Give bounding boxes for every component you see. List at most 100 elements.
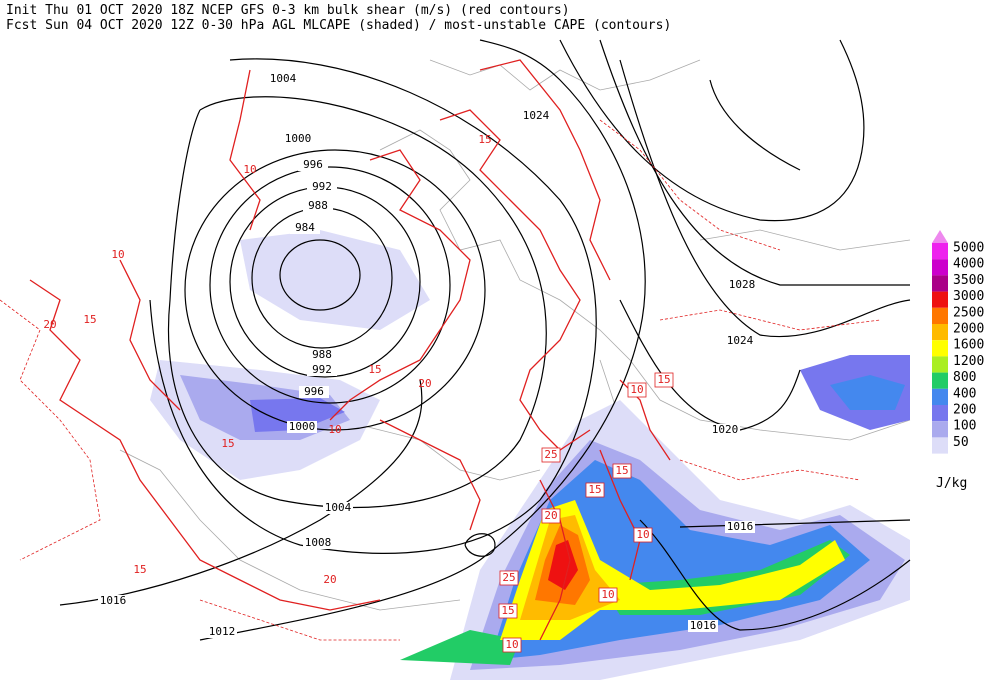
shear-label: 20 bbox=[43, 318, 56, 331]
label-bg bbox=[299, 386, 329, 398]
legend-arrow bbox=[932, 230, 948, 243]
label-bg bbox=[303, 537, 333, 549]
shear-contour bbox=[0, 119, 881, 641]
label-bg bbox=[521, 110, 551, 122]
legend-label: 3000 bbox=[953, 289, 984, 304]
isobar bbox=[199, 39, 646, 641]
legend-label: 4000 bbox=[953, 257, 984, 272]
legend-swatch bbox=[932, 372, 948, 389]
isobar bbox=[209, 166, 451, 404]
isobar bbox=[184, 149, 486, 431]
cape-shading bbox=[548, 540, 578, 590]
isobar bbox=[619, 59, 911, 338]
label-bg bbox=[307, 349, 337, 361]
shear-label: 15 bbox=[501, 604, 514, 617]
shear-label: 10 bbox=[630, 383, 643, 396]
isobar-label: 1004 bbox=[270, 72, 297, 85]
label-box bbox=[498, 603, 518, 619]
label-box bbox=[499, 570, 519, 586]
isobar-label: 1004 bbox=[325, 501, 352, 514]
legend-swatch bbox=[932, 291, 948, 308]
shear-label: 10 bbox=[601, 588, 614, 601]
label-box bbox=[541, 447, 561, 463]
cape-shading bbox=[250, 398, 345, 432]
isobar-label: 1024 bbox=[727, 334, 754, 347]
legend-label: 400 bbox=[953, 386, 976, 401]
isobar bbox=[559, 39, 865, 222]
legend-label: 50 bbox=[953, 435, 969, 450]
label-box bbox=[598, 587, 618, 603]
label-box bbox=[654, 372, 674, 388]
isobar-label: 1016 bbox=[690, 619, 717, 632]
legend-label: 800 bbox=[953, 370, 976, 385]
legend-swatch bbox=[932, 275, 948, 292]
cape-shading bbox=[240, 230, 430, 330]
shear-label: 15 bbox=[657, 373, 670, 386]
legend-swatch bbox=[932, 259, 948, 276]
label-bg bbox=[710, 424, 740, 436]
label-bg bbox=[303, 200, 333, 212]
isobar-label: 992 bbox=[312, 363, 332, 376]
shear-label: 10 bbox=[111, 248, 124, 261]
shear-contour bbox=[439, 109, 591, 451]
label-box bbox=[585, 482, 605, 498]
shear-label: 25 bbox=[544, 448, 557, 461]
label-bg bbox=[688, 620, 718, 632]
legend-swatch bbox=[932, 243, 948, 260]
legend-label: 1200 bbox=[953, 354, 984, 369]
isobar-label: 1016 bbox=[727, 520, 754, 533]
label-bg bbox=[725, 335, 755, 347]
label-bg bbox=[98, 595, 128, 607]
legend-swatch bbox=[932, 307, 948, 324]
label-box bbox=[502, 637, 522, 653]
legend-swatch bbox=[932, 356, 948, 373]
shear-label: 15 bbox=[133, 563, 146, 576]
isobar-label: 988 bbox=[312, 348, 332, 361]
label-bg bbox=[283, 133, 313, 145]
isobar-label: 1024 bbox=[523, 109, 550, 122]
label-bg bbox=[725, 521, 755, 533]
header-line: Init Thu 01 OCT 2020 18Z NCEP GFS 0-3 km… bbox=[6, 3, 570, 18]
shear-label: 15 bbox=[368, 363, 381, 376]
shear-label: 20 bbox=[323, 573, 336, 586]
isobar bbox=[599, 39, 910, 286]
isobar bbox=[639, 79, 911, 631]
label-bg bbox=[307, 181, 337, 193]
isobar-label: 1000 bbox=[285, 132, 312, 145]
legend-label: 200 bbox=[953, 403, 976, 418]
legend-label: 2000 bbox=[953, 322, 984, 337]
isobar-label: 992 bbox=[312, 180, 332, 193]
shear-contour bbox=[119, 59, 611, 531]
shear-label: 20 bbox=[544, 509, 557, 522]
isobar bbox=[149, 58, 597, 554]
legend-swatch bbox=[932, 405, 948, 422]
label-box bbox=[627, 382, 647, 398]
isobar bbox=[279, 239, 361, 311]
isobar-label: 1012 bbox=[209, 625, 236, 638]
isobar-label: 984 bbox=[295, 221, 315, 234]
shear-label: 15 bbox=[478, 133, 491, 146]
label-box bbox=[612, 463, 632, 479]
shear-label: 15 bbox=[615, 464, 628, 477]
legend-swatch bbox=[932, 388, 948, 405]
legend-swatch bbox=[932, 421, 948, 438]
label-box bbox=[633, 527, 653, 543]
shear-label: 10 bbox=[636, 528, 649, 541]
shear-contour bbox=[29, 279, 381, 611]
shear-label: 25 bbox=[502, 571, 515, 584]
isobar-label: 988 bbox=[308, 199, 328, 212]
shear-label: 15 bbox=[221, 437, 234, 450]
legend-label: 1600 bbox=[953, 338, 984, 353]
label-bg bbox=[727, 279, 757, 291]
label-bg bbox=[268, 73, 298, 85]
shear-contour bbox=[229, 69, 471, 421]
shear-label: 10 bbox=[243, 163, 256, 176]
shear-label: 10 bbox=[328, 423, 341, 436]
label-bg bbox=[290, 222, 320, 234]
cape-shading bbox=[830, 375, 905, 410]
legend-swatch bbox=[932, 324, 948, 341]
shear-label: 15 bbox=[588, 483, 601, 496]
header-line: Fcst Sun 04 OCT 2020 12Z 0-30 hPa AGL ML… bbox=[6, 18, 671, 33]
